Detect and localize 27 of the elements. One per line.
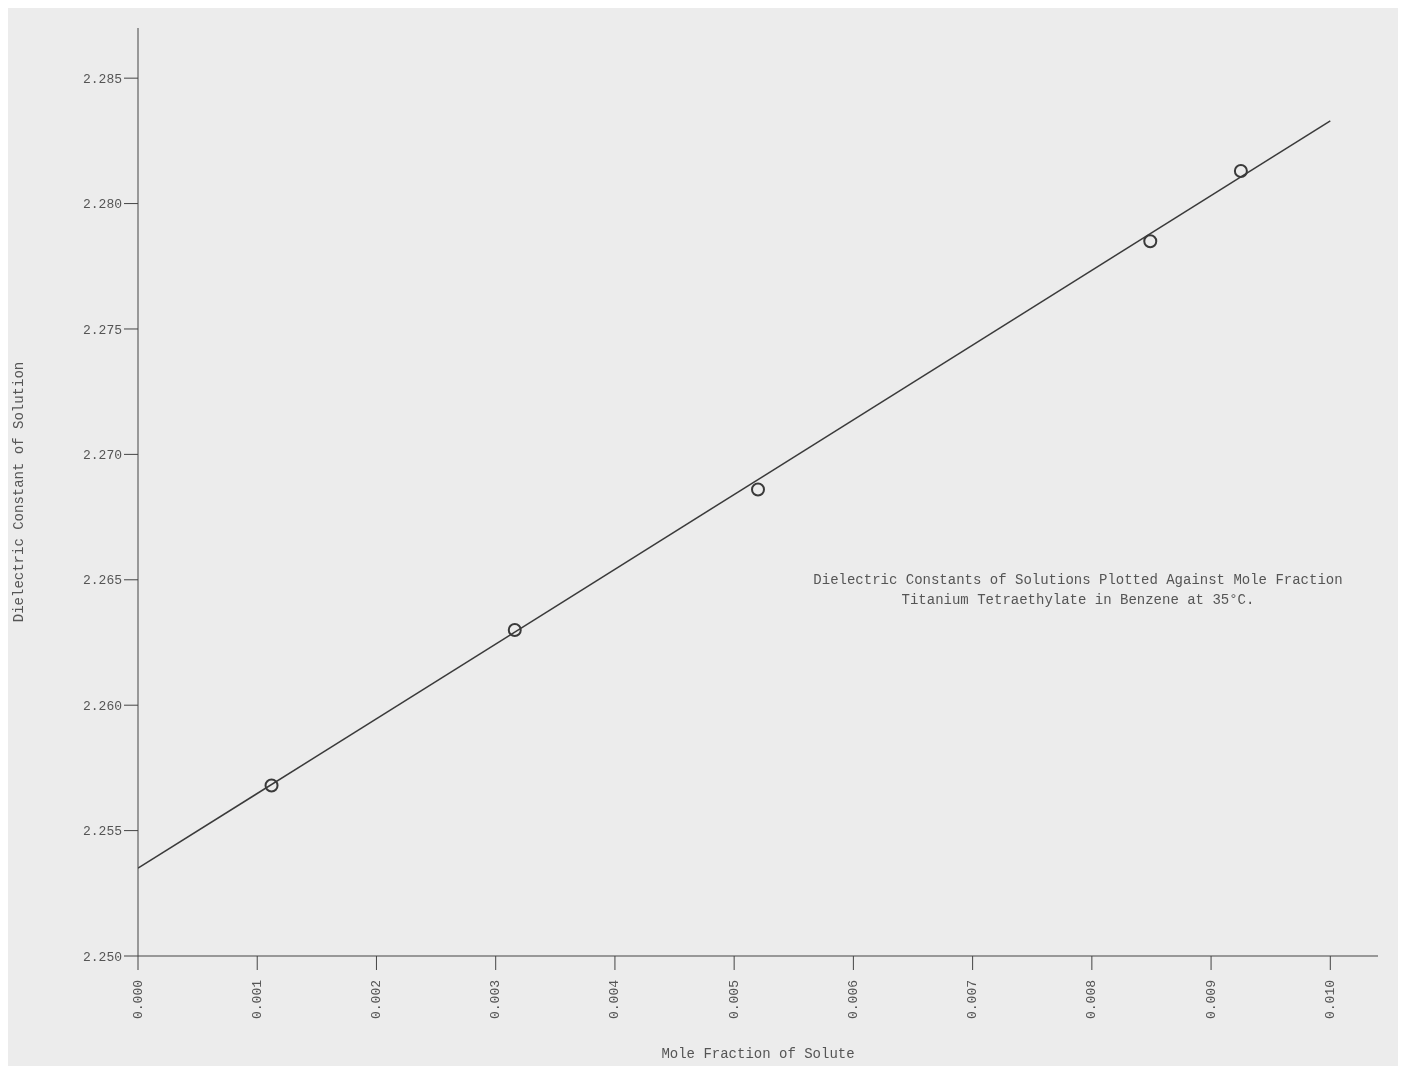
x-tick-label: 0.000	[130, 980, 146, 1020]
x-tick-label: 0.003	[488, 980, 504, 1020]
y-tick-label: 2.250	[82, 949, 122, 965]
point	[1143, 234, 1158, 249]
point	[264, 778, 279, 793]
x-tick-label: 0.005	[726, 980, 742, 1020]
y-tick-label: 2.275	[82, 322, 122, 338]
y-tick-label: 2.280	[82, 197, 122, 213]
point	[1233, 163, 1248, 178]
y-tick-label: 2.255	[82, 824, 122, 840]
point	[507, 622, 522, 637]
x-tick-label: 0.007	[965, 980, 981, 1020]
x-tick-label: 0.002	[368, 980, 384, 1020]
point	[751, 482, 765, 497]
annotation: Dielectric Constants of Solutions Plotted Against Mole Fraction Titanium Tetraethylate in Benzene at 35°C.	[812, 571, 1344, 610]
y-tick-label: 2.285	[82, 71, 122, 87]
y-tick-label: 2.270	[82, 447, 122, 463]
x-tick-label: 0.006	[845, 980, 861, 1020]
x-tick-label: 0.001	[249, 979, 265, 1020]
x-axis-title: Mole Fraction of Solute	[661, 1046, 855, 1062]
x-tick-label: 0.008	[1084, 980, 1100, 1020]
y-tick-label: 2.265	[82, 573, 122, 589]
x-tick-label: 0.004	[607, 979, 623, 1020]
y-tick-label: 2.260	[82, 698, 122, 714]
y-axis-title: Dielectric Constant of Solution	[10, 361, 27, 623]
x-tick-label: 0.010	[1322, 980, 1338, 1020]
x-tick-label: 0.009	[1203, 980, 1219, 1020]
